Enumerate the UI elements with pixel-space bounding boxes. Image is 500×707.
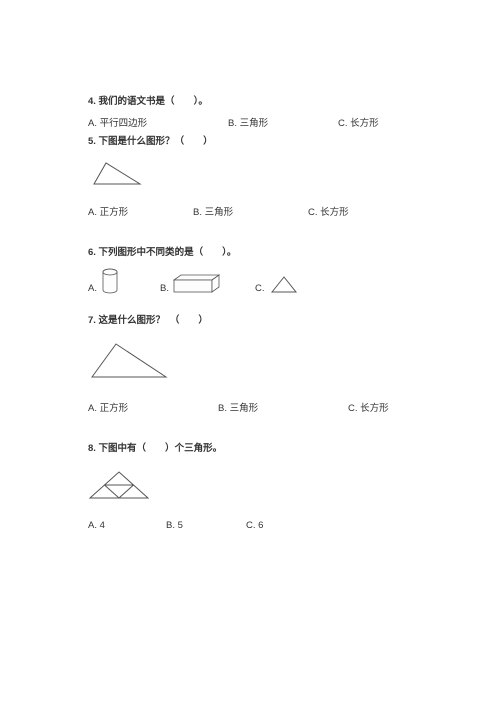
q5-options: A. 正方形 B. 三角形 C. 长方形 — [88, 204, 415, 218]
worksheet-page: 4. 我们的语文书是（ ）。 A. 平行四边形 B. 三角形 C. 长方形 5.… — [0, 0, 500, 577]
q4-options: A. 平行四边形 B. 三角形 C. 长方形 — [88, 115, 415, 129]
q5-text: 5. 下图是什么图形？（ ） — [88, 135, 415, 149]
q5-opt-a: A. 正方形 — [88, 204, 193, 218]
q8-opt-c: C. 6 — [246, 520, 263, 531]
cuboid-icon — [173, 274, 221, 294]
q5-opt-b: B. 三角形 — [193, 204, 308, 218]
triangle-icon — [269, 274, 299, 294]
q4-opt-a: A. 平行四边形 — [88, 115, 228, 129]
q8-opt-b: B. 5 — [166, 520, 246, 531]
q4-opt-c: C. 长方形 — [338, 115, 379, 129]
q6-opt-b-label: B. — [160, 283, 169, 294]
q7-opt-b: B. 三角形 — [218, 400, 348, 414]
q7-opt-a: A. 正方形 — [88, 400, 218, 414]
triangle-icon — [88, 340, 170, 380]
q7-figure — [88, 340, 415, 380]
q8-text: 8. 下图中有（ ）个三角形。 — [88, 442, 415, 456]
cylinder-icon — [101, 268, 119, 294]
q7-text: 7. 这是什么图形？ （ ） — [88, 314, 415, 328]
q8-options: A. 4 B. 5 C. 6 — [88, 520, 415, 531]
q5-figure — [88, 160, 415, 186]
q6-text: 6. 下列图形中不同类的是（ ）。 — [88, 246, 415, 260]
q7-options: A. 正方形 B. 三角形 C. 长方形 — [88, 400, 415, 414]
q4-opt-b: B. 三角形 — [228, 115, 338, 129]
q8-opt-a: A. 4 — [88, 520, 166, 531]
triangles-icon — [88, 470, 150, 500]
triangle-icon — [88, 160, 143, 186]
q6-opt-a: A. — [88, 268, 160, 294]
q6-opt-c-label: C. — [255, 283, 265, 294]
q5-opt-c: C. 长方形 — [308, 204, 349, 218]
q6-opt-c: C. — [255, 274, 299, 294]
q6-opt-a-label: A. — [88, 283, 97, 294]
q4-text: 4. 我们的语文书是（ ）。 — [88, 95, 415, 109]
q7-opt-c: C. 长方形 — [348, 400, 389, 414]
q6-options: A. B. C. — [88, 268, 415, 294]
q6-opt-b: B. — [160, 274, 255, 294]
q8-figure — [88, 470, 415, 500]
